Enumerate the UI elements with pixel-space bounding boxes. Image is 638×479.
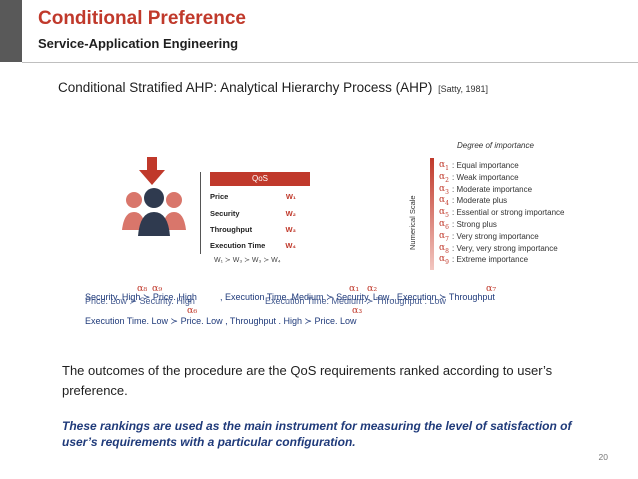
scale-alpha-index: 6 [445,223,449,231]
scale-alpha: α2 [439,172,449,184]
scale-alpha: α1 [439,160,449,172]
qos-bracket [200,172,210,254]
qos-header: QoS [210,172,310,186]
heading-text: Conditional Stratified AHP: Analytical H… [58,80,433,95]
qos-row-price: Price W₁ [210,192,310,201]
scale-item-label: : Weak importance [452,172,519,182]
pref-security-high: Security. High ≻ Price. High [85,292,197,302]
pref-execution-low: Execution Time. Low ≻ Price. Low , Throu… [85,316,357,326]
citation: [Satty, 1981] [438,84,489,94]
scale-item-label: : Moderate plus [452,196,508,206]
scale-item-label: : Very, very strong importance [452,243,558,253]
scale-alpha: α4 [439,195,449,207]
scale-alpha-index: 8 [445,247,449,255]
qos-row-weight: W₂ [285,209,296,218]
scale-alpha: α6 [439,219,449,231]
pref-alpha-mark: α₈ [137,283,148,294]
qos-row-weight: W₁ [285,192,296,201]
scale-alpha-symbol: α [439,230,446,241]
scale-item-label: : Extreme importance [452,255,529,265]
pref-alpha-mark: α₇ [486,283,497,294]
title-divider [22,62,638,63]
pref-alpha-mark: α₆ [187,305,198,316]
users-icon [122,188,186,236]
scale-item-label: : Strong plus [452,220,497,229]
qos-row-execution-time: Execution Time W₄ [210,241,310,250]
scale-alpha-index: 1 [445,164,449,172]
outcome-text: The outcomes of the procedure are the Qo… [62,363,553,398]
pref-price-low: Price. Low ≻ Security. High [85,296,195,306]
pref-alpha-mark: α₃ [352,305,363,316]
qos-row-security: Security W₂ [210,209,310,218]
scale-alpha-index: 5 [445,211,449,219]
qos-row-throughput: Throughput W₃ [210,225,310,234]
emphasis-text: These rankings are used as the main inst… [62,419,572,449]
qos-row-label: Execution Time [210,241,266,250]
qos-row-weight: W₄ [285,241,296,250]
scale-alpha-symbol: α [439,207,446,218]
scale-item-label: : Moderate importance [452,184,533,194]
qos-row-label: Price [210,192,229,201]
scale-gradient-bar [430,158,434,270]
scale-alpha: α3 [439,184,449,196]
pref-alpha-mark: α₉ [152,283,163,294]
pref-execution-medium: , Execution Time. Medium ≻ Security. Low… [220,292,495,302]
scale-alpha: α5 [439,207,449,219]
page-number: 20 [598,452,608,462]
scale-alpha-symbol: α [439,219,446,229]
scale-alpha-index: 3 [445,188,449,196]
pref-alpha-mark: α₁ [349,283,360,294]
pref-execution-throughput: Execution Time. Medium ≻ Throughput . Lo… [265,296,446,306]
scale-item-label: : Equal importance [452,161,519,170]
scale-alpha-symbol: α [439,160,446,170]
qos-row-weight: W₃ [285,225,296,234]
qos-weight-order: W₁ ≻ W₃ ≻ W₃ ≻ W₄ [214,257,281,264]
scale-alpha-symbol: α [439,171,446,182]
scale-alpha-symbol: α [439,183,446,194]
scale-alpha: α7 [439,231,449,243]
scale-item-label: : Essential or strong importance [452,208,565,218]
section-heading: Conditional Stratified AHP: Analytical H… [58,80,488,95]
scale-item-label: : Very strong importance [452,231,539,241]
qos-row-label: Security [210,209,240,218]
scale-alpha-index: 9 [445,259,449,267]
qos-row-label: Throughput [210,225,253,234]
scale-alpha-index: 2 [445,176,449,184]
scale-alpha-symbol: α [439,195,446,206]
slide-title: Conditional Preference [38,8,246,29]
left-accent-bar [0,0,22,62]
scale-axis-label: Numerical Scale [408,195,417,250]
scale-alpha-index: 7 [445,235,449,243]
scale-alpha: α9 [439,254,449,266]
slide-subtitle: Service-Application Engineering [38,36,239,51]
scale-title: Degree of importance [457,141,534,150]
scale-alpha-symbol: α [439,242,446,253]
down-arrow-icon [139,157,165,185]
pref-alpha-mark: α₂ [367,283,378,294]
scale-alpha-index: 4 [445,200,449,208]
scale-alpha-symbol: α [439,254,446,265]
scale-alpha: α8 [439,243,449,255]
